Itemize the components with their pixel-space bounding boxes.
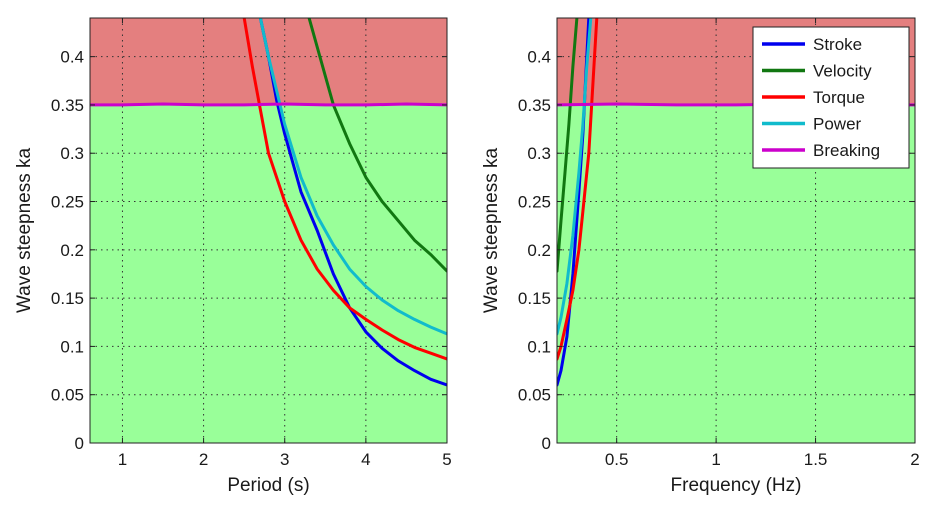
series-line-power [258, 18, 447, 336]
y-tick-label: 0.05 [51, 386, 84, 405]
y-tick-label: 0 [75, 434, 84, 453]
x-tick-label: 0.5 [605, 450, 629, 469]
legend-label-stroke: Stroke [813, 35, 862, 54]
axes-frame [556, 17, 916, 444]
series-group [90, 18, 447, 387]
y-axis-label: Wave steepness ka [481, 148, 502, 314]
x-tick-label: 2 [910, 450, 919, 469]
series-line-torque [557, 18, 599, 361]
legend-label-velocity: Velocity [813, 62, 872, 81]
y-tick-label: 0 [542, 434, 551, 453]
x-tick-label: 2 [199, 450, 208, 469]
series-line-power [557, 18, 593, 336]
x-tick-label: 4 [361, 450, 370, 469]
y-tick-label: 0.1 [60, 337, 84, 356]
series-line-velocity [307, 18, 447, 273]
series-line-stroke [258, 18, 447, 387]
legend-label-torque: Torque [813, 88, 865, 107]
x-axis-label: Frequency (Hz) [671, 475, 802, 496]
axes-frame [89, 17, 448, 444]
legend-label-breaking: Breaking [813, 141, 880, 160]
series-line-torque [242, 18, 447, 361]
y-tick-label: 0.25 [51, 193, 84, 212]
y-tick-label: 0.15 [518, 289, 551, 308]
legend-label-power: Power [813, 115, 862, 134]
y-tick-label: 0.05 [518, 386, 551, 405]
y-axis-label: Wave steepness ka [14, 148, 35, 314]
y-tick-label: 0.3 [527, 144, 551, 163]
x-tick-label: 5 [442, 450, 451, 469]
y-tick-label: 0.2 [527, 241, 551, 260]
safe-region [90, 104, 447, 443]
y-tick-label: 0.4 [527, 48, 551, 67]
legend: Stroke Velocity Torque Power Breaking [752, 26, 910, 169]
series-line-breaking [90, 102, 447, 107]
series-line-velocity [557, 18, 579, 273]
x-tick-label: 1.5 [804, 450, 828, 469]
y-tick-label: 0.35 [518, 96, 551, 115]
y-tick-label: 0.2 [60, 241, 84, 260]
y-tick-label: 0.15 [51, 289, 84, 308]
y-tick-label: 0.35 [51, 96, 84, 115]
x-tick-label: 3 [280, 450, 289, 469]
y-tick-label: 0.1 [527, 337, 551, 356]
x-axis-label: Period (s) [227, 475, 309, 496]
frequency-chart: 0.5 1 1.5 2 0 0.05 0.1 0.15 0.2 0.25 0.3 0.35 0.4 Fre… [481, 17, 920, 496]
x-tick-label: 1 [118, 450, 127, 469]
y-tick-label: 0.4 [60, 48, 84, 67]
x-tick-label: 1 [711, 450, 720, 469]
y-tick-label: 0.25 [518, 193, 551, 212]
y-tick-label: 0.3 [60, 144, 84, 163]
period-chart: 1 2 3 4 5 0 0.05 0.1 0.15 0.2 0.25 0.3 0.35 0.4 Period… [14, 17, 452, 496]
